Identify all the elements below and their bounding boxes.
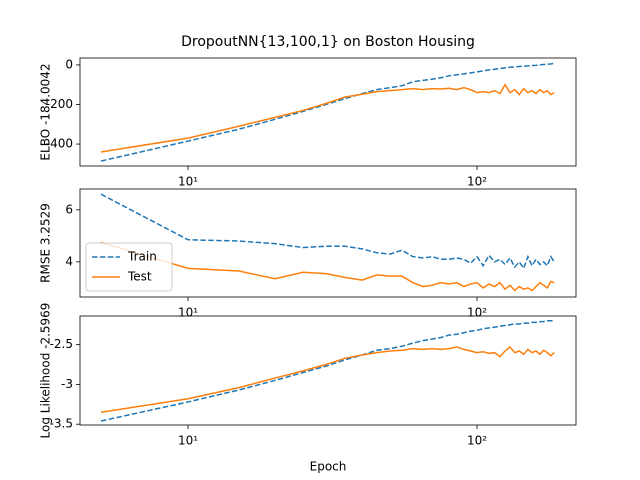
axes-frame (79, 57, 577, 167)
y-tick-label: -400 (46, 137, 73, 151)
y-axis-label: Log Likelihood -2.5969 (39, 303, 53, 439)
y-tick-label: 6 (65, 202, 73, 216)
y-tick-label: 0 (65, 57, 73, 71)
x-axis-label: Epoch (310, 460, 347, 474)
y-tick-label: -3 (61, 377, 73, 391)
legend-label: Train (127, 250, 157, 264)
series-line (100, 345, 555, 414)
axes-frame (79, 188, 577, 298)
y-tick-label: -200 (46, 97, 73, 111)
series-line (100, 62, 555, 162)
x-tick-label: 10² (467, 434, 487, 448)
series-line (100, 83, 555, 153)
legend-label: Test (127, 270, 152, 284)
x-tick-label: 10¹ (178, 306, 198, 320)
x-tick-label: 10² (467, 306, 487, 320)
y-tick-label: -3.5 (50, 417, 73, 431)
legend-box (85, 242, 173, 292)
x-tick-label: 10¹ (178, 434, 198, 448)
series-line (100, 320, 555, 422)
y-axis-label: ELBO -184.0042 (39, 63, 53, 160)
axes-frame (79, 315, 577, 426)
y-tick-label: -2.5 (50, 337, 73, 351)
x-tick-label: 10¹ (178, 175, 198, 189)
y-axis-label: RMSE 3.2529 (39, 203, 53, 283)
chart-title: DropoutNN{13,100,1} on Boston Housing (181, 34, 475, 50)
y-tick-label: 4 (65, 254, 73, 268)
series-line (100, 241, 555, 292)
series-line (100, 193, 555, 271)
x-tick-label: 10² (467, 175, 487, 189)
